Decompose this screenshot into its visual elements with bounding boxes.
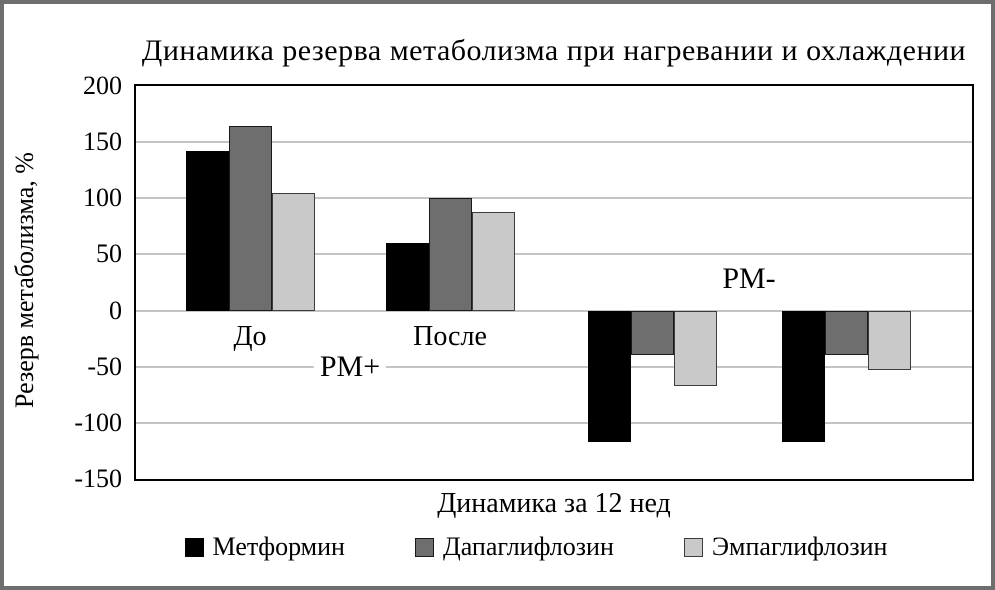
legend-label: Дапаглифлозин bbox=[442, 532, 614, 561]
gridline-150 bbox=[136, 141, 972, 144]
y-tick-label-100: 100 bbox=[83, 183, 122, 213]
y-tick-label--100: -100 bbox=[74, 407, 122, 437]
legend-entry-Эмпаглифлозин: Эмпаглифлозин bbox=[683, 532, 888, 562]
y-tick-label-0: 0 bbox=[109, 295, 122, 325]
y-tick-label-150: 150 bbox=[83, 127, 122, 157]
y-tick-label-200: 200 bbox=[83, 71, 122, 100]
bar-Метформин-group1 bbox=[185, 151, 229, 311]
category-label-После: После bbox=[413, 320, 487, 352]
bar-Метформин-group3 bbox=[587, 310, 631, 442]
gridline-0 bbox=[136, 309, 972, 312]
bar-Дапаглифлозин-group3 bbox=[630, 310, 674, 356]
gridline--50 bbox=[136, 365, 972, 368]
legend-swatch-icon bbox=[184, 537, 204, 557]
y-tick-label--50: -50 bbox=[87, 351, 122, 381]
category-label-До: До bbox=[233, 320, 267, 352]
gridline--100 bbox=[136, 421, 972, 424]
bar-Эмпаглифлозин-group2 bbox=[471, 211, 515, 311]
bar-Эмпаглифлозин-group1 bbox=[271, 192, 315, 311]
annotation-РМ-: РМ- bbox=[716, 261, 782, 296]
bar-Эмпаглифлозин-group3 bbox=[673, 310, 717, 386]
bar-Метформин-group4 bbox=[781, 310, 825, 442]
y-tick-label-50: 50 bbox=[96, 239, 122, 269]
gridline-100 bbox=[136, 197, 972, 200]
chart-legend: Метформин Дапаглифлозин Эмпаглифлозин bbox=[136, 532, 936, 562]
annotation-РМ+: РМ+ bbox=[313, 349, 387, 384]
chart-title: Динамика резерва метаболизма при нагрева… bbox=[141, 34, 967, 67]
plot-area bbox=[134, 84, 974, 481]
bar-Метформин-group2 bbox=[385, 243, 429, 311]
x-axis-title: Динамика за 12 нед bbox=[437, 488, 671, 519]
legend-label: Эмпаглифлозин bbox=[711, 532, 888, 561]
gridline-50 bbox=[136, 253, 972, 256]
bar-Дапаглифлозин-group1 bbox=[228, 126, 272, 311]
legend-swatch-icon bbox=[414, 537, 434, 557]
bar-Эмпаглифлозин-group4 bbox=[867, 310, 911, 371]
bar-Дапаглифлозин-group4 bbox=[824, 310, 868, 356]
legend-entry-Метформин: Метформин bbox=[184, 532, 345, 562]
legend-entry-Дапаглифлозин: Дапаглифлозин bbox=[414, 532, 614, 562]
legend-swatch-icon bbox=[683, 537, 703, 557]
bar-Дапаглифлозин-group2 bbox=[428, 198, 472, 311]
y-tick-label--150: -150 bbox=[74, 464, 122, 493]
legend-label: Метформин bbox=[212, 532, 345, 561]
